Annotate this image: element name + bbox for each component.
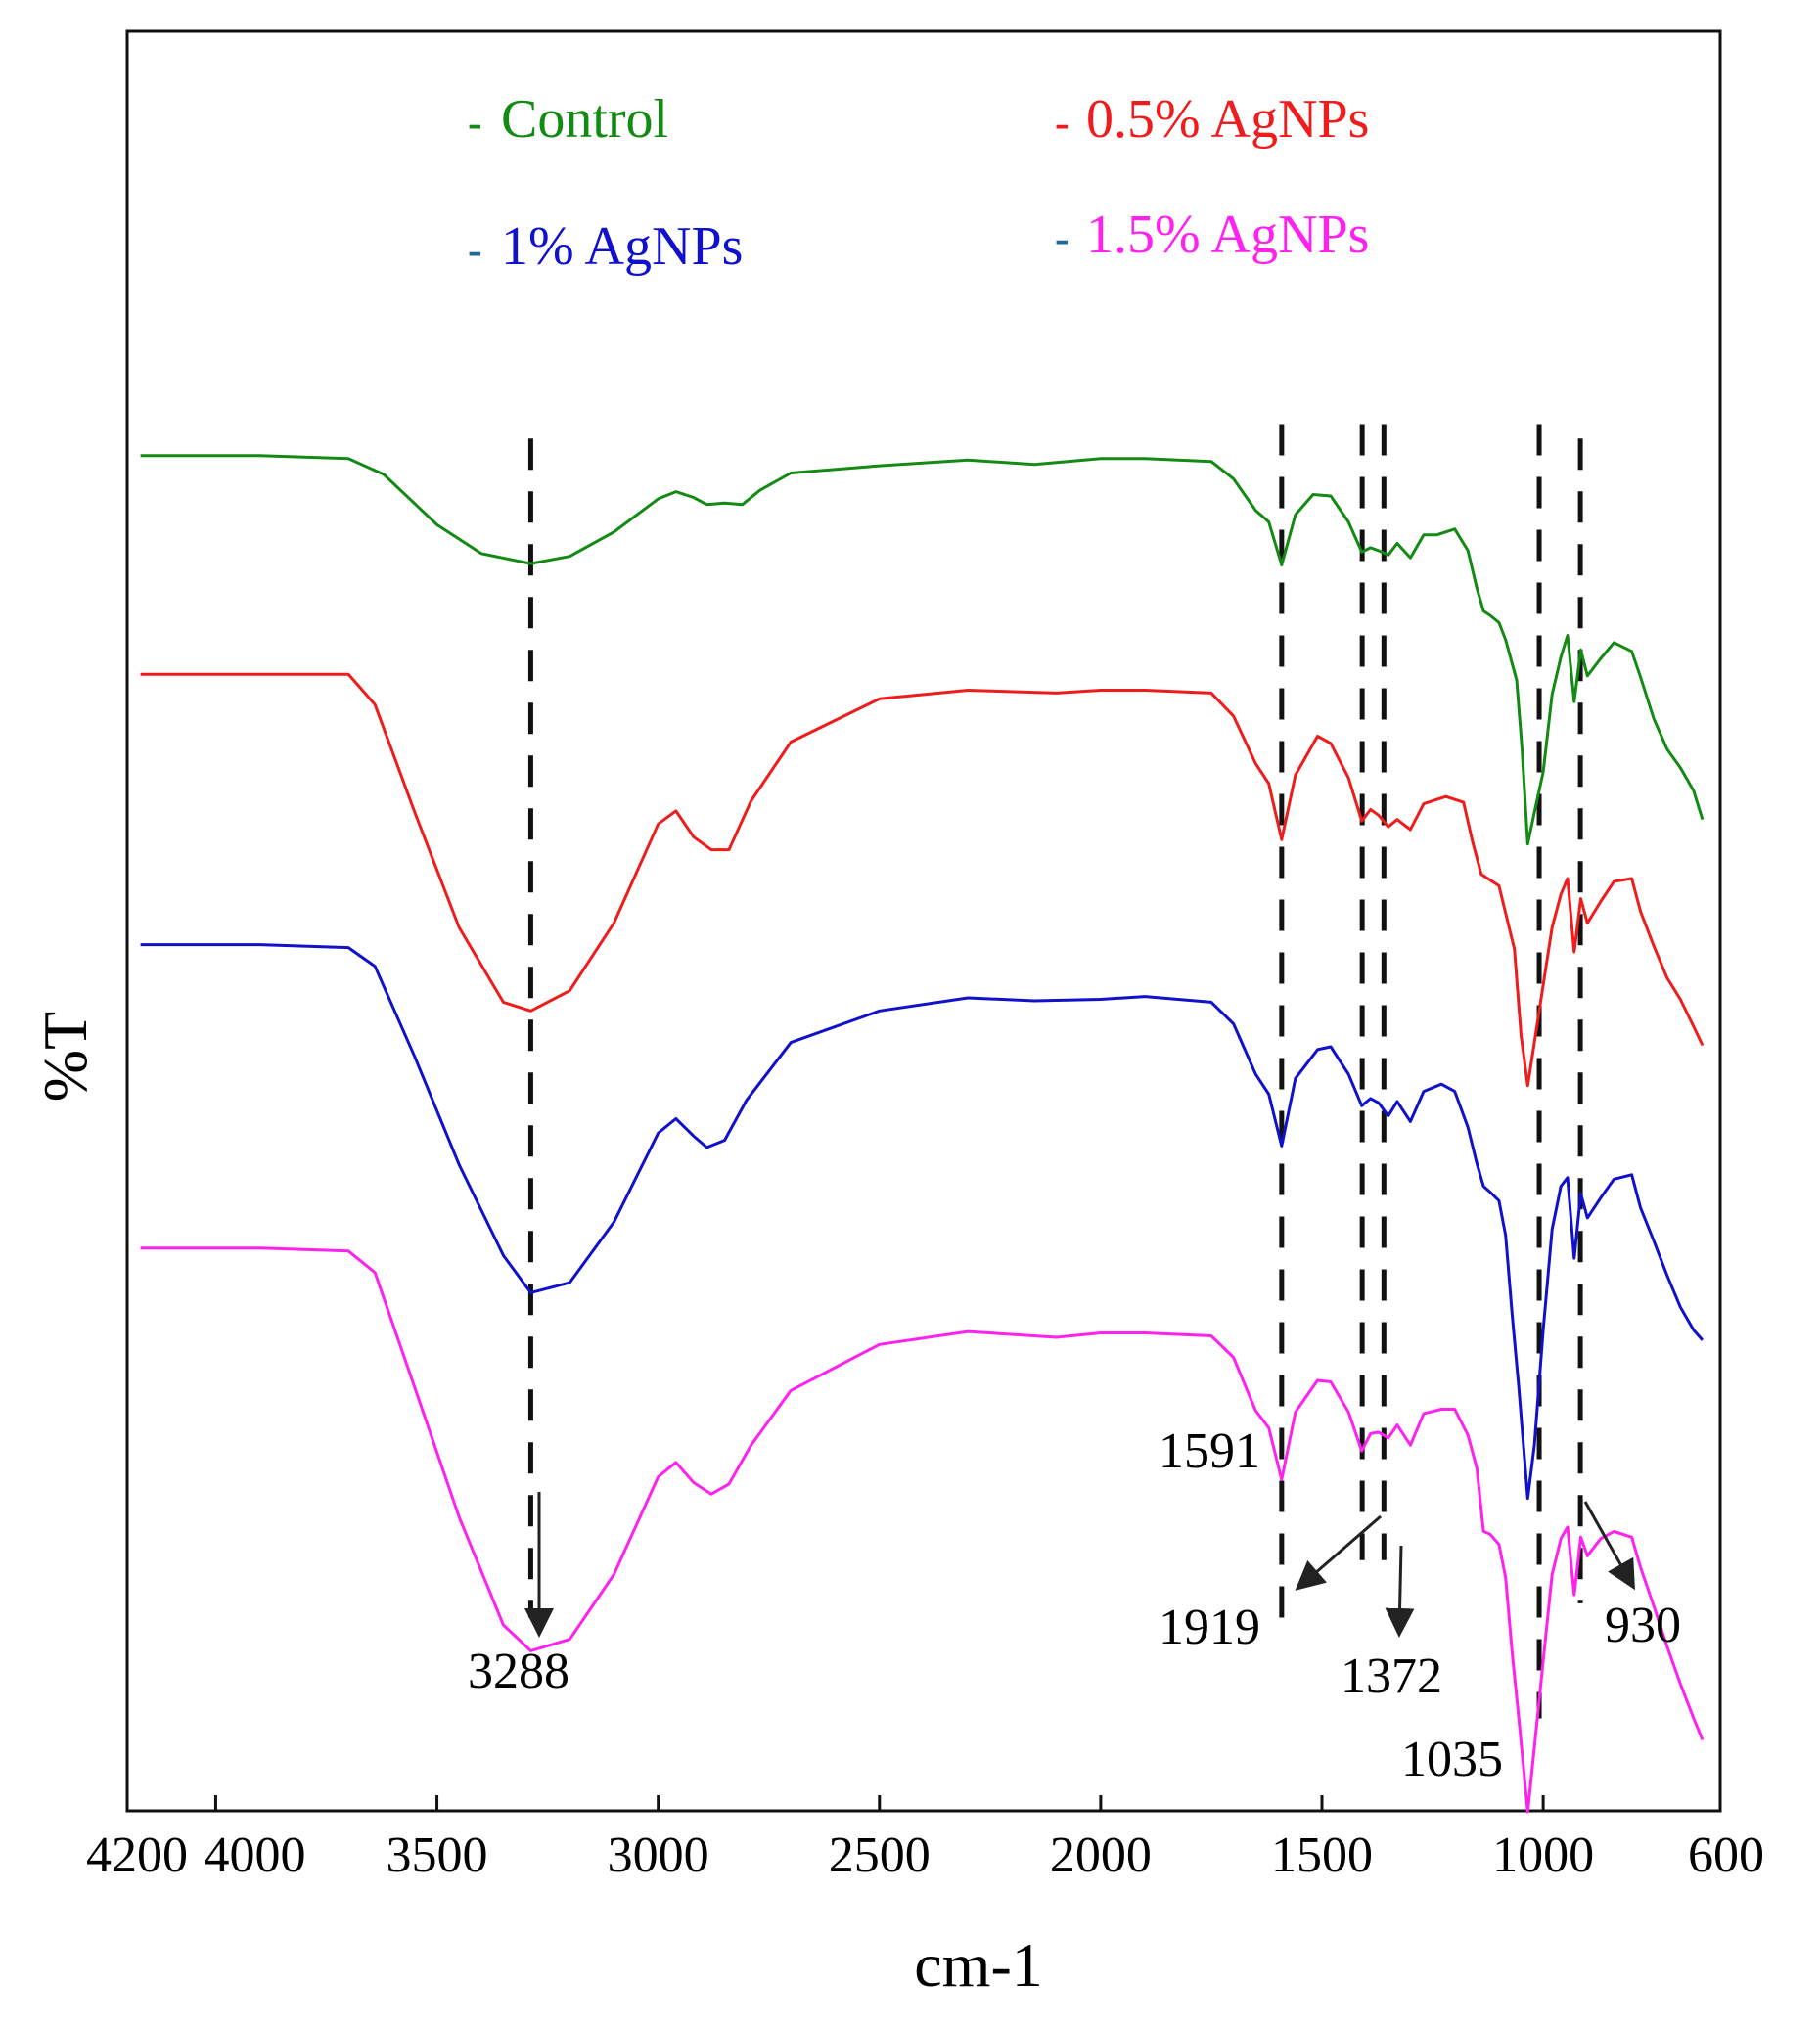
annotation-1919: 1919 bbox=[1159, 1600, 1260, 1655]
annotation-1591: 1591 bbox=[1159, 1423, 1260, 1479]
plot-frame bbox=[125, 29, 1722, 1813]
annotation-930: 930 bbox=[1605, 1598, 1681, 1653]
arrow-1372 bbox=[1385, 1545, 1415, 1638]
x-tick-label-2000: 2000 bbox=[1050, 1827, 1152, 1883]
arrow-930 bbox=[1583, 1501, 1635, 1591]
annotation-1035: 1035 bbox=[1401, 1732, 1503, 1787]
legend-marker-15: - bbox=[1055, 214, 1069, 262]
x-tick-label-2500: 2500 bbox=[829, 1827, 931, 1883]
x-tick-label-3500: 3500 bbox=[387, 1827, 488, 1883]
series-line-1-5-agnps bbox=[140, 1246, 1705, 1814]
spectra bbox=[140, 454, 1705, 1814]
legend-label-1: 1% AgNPs bbox=[501, 216, 743, 277]
legend-marker-1: - bbox=[468, 226, 482, 274]
reference-lines bbox=[527, 424, 1583, 1719]
legend: - Control - 0.5% AgNPs - 1% AgNPs - 1.5%… bbox=[468, 89, 1369, 277]
legend-label-control: Control bbox=[501, 89, 668, 150]
x-tick-label-1000: 1000 bbox=[1492, 1827, 1594, 1883]
x-tick-label-1500: 1500 bbox=[1271, 1827, 1373, 1883]
x-tick-label-3000: 3000 bbox=[608, 1827, 709, 1883]
x-tick-label-4200: 4200 bbox=[86, 1827, 188, 1883]
y-axis-label: %T bbox=[30, 1012, 100, 1102]
x-axis: 4200 4000 3500 3000 2500 2000 1500 1000 600 bbox=[86, 1795, 1764, 1883]
x-tick-label-600: 600 bbox=[1688, 1827, 1764, 1883]
series-line-0-5-agnps bbox=[140, 672, 1705, 1088]
annotation-1372: 1372 bbox=[1341, 1648, 1442, 1704]
series-line-1-agnps bbox=[140, 943, 1705, 1501]
annotations: 3288 1591 1919 1372 1035 930 bbox=[468, 1423, 1681, 1787]
x-axis-label: cm-1 bbox=[914, 1930, 1043, 2000]
legend-label-05: 0.5% AgNPs bbox=[1086, 89, 1369, 150]
legend-label-15: 1.5% AgNPs bbox=[1086, 204, 1369, 265]
legend-marker-control: - bbox=[468, 99, 482, 147]
annotation-3288: 3288 bbox=[468, 1644, 569, 1699]
arrow-1919 bbox=[1295, 1514, 1382, 1591]
x-tick-label-4000: 4000 bbox=[204, 1827, 305, 1883]
series-line-control bbox=[140, 454, 1705, 846]
legend-marker-05: - bbox=[1055, 99, 1069, 147]
